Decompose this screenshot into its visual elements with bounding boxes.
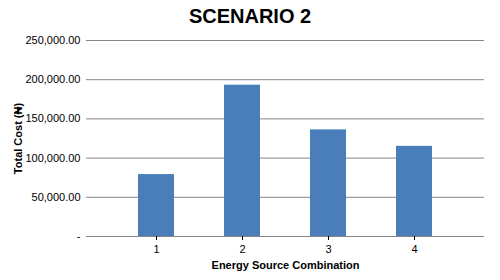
svg-text:250,000.00: 250,000.00 bbox=[25, 34, 80, 46]
svg-text:1: 1 bbox=[153, 243, 159, 255]
svg-text:3: 3 bbox=[325, 243, 331, 255]
svg-text:Total Cost (₦): Total Cost (₦) bbox=[12, 103, 24, 175]
svg-text:Energy Source Combination: Energy Source Combination bbox=[212, 259, 360, 271]
svg-text:-: - bbox=[77, 230, 81, 242]
svg-text:100,000.00: 100,000.00 bbox=[25, 152, 80, 164]
svg-text:4: 4 bbox=[411, 243, 417, 255]
svg-text:150,000.00: 150,000.00 bbox=[25, 112, 80, 124]
svg-text:50,000.00: 50,000.00 bbox=[32, 191, 81, 203]
html-text:SCENARIO 2: SCENARIO 2 bbox=[188, 5, 312, 27]
svg-text:200,000.00: 200,000.00 bbox=[25, 73, 80, 85]
svg-text:2: 2 bbox=[239, 243, 245, 255]
